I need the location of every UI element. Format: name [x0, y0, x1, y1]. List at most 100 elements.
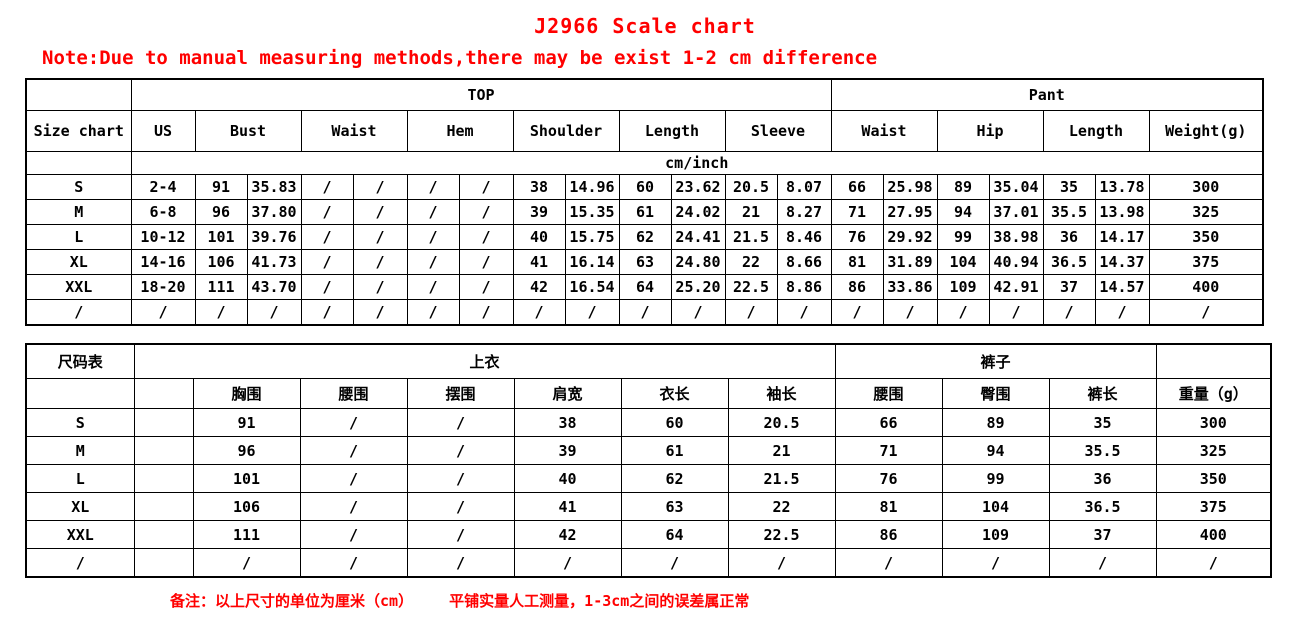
value-cell: 24.41 [670, 224, 726, 250]
value-cell: 37.01 [988, 199, 1044, 225]
corner-label: Size chart [25, 110, 132, 152]
value-cell: 24.02 [670, 199, 726, 225]
value-cell: 400 [1155, 520, 1272, 549]
group-header-row: TOP Pant [25, 78, 1264, 111]
value-cell: 18-20 [130, 274, 196, 300]
value-cell: / [300, 224, 354, 250]
value-cell: 42 [513, 520, 622, 549]
value-cell: 14.57 [1094, 274, 1150, 300]
value-cell: 35.83 [246, 174, 302, 200]
value-cell: 106 [194, 249, 248, 275]
value-cell: / [352, 224, 408, 250]
value-cell: 66 [830, 174, 884, 200]
col-waist: Waist [300, 110, 408, 152]
col-waist-cn: 腰围 [299, 378, 408, 409]
value-cell: / [458, 249, 514, 275]
value-cell: 91 [192, 408, 301, 437]
value-cell: 27.95 [882, 199, 938, 225]
value-cell: / [458, 224, 514, 250]
value-cell: 14-16 [130, 249, 196, 275]
value-cell: 63 [620, 492, 729, 521]
table-row: S 2-4 91 35.83// //38 14.96 60 23.62 20.5 8.07 66 2… [25, 174, 1264, 200]
value-cell: / [618, 299, 672, 326]
value-cell: 35 [1042, 174, 1096, 200]
value-cell: / [406, 548, 515, 578]
value-cell: / [834, 548, 943, 578]
col-shoulder-cn: 肩宽 [513, 378, 622, 409]
value-cell: 71 [834, 436, 943, 465]
value-cell: 300 [1155, 408, 1272, 437]
value-cell: 325 [1155, 436, 1272, 465]
value-cell: 37 [1048, 520, 1157, 549]
table-row: L 101//40 62 21.5 76 99 36 350 [25, 464, 1272, 493]
column-header-row: 胸围 腰围 摆围 肩宽 衣长 袖长 腰围 臀围 裤长 重量（g） [25, 378, 1272, 409]
value-cell: / [724, 299, 778, 326]
value-cell: / [300, 299, 354, 326]
value-cell: 109 [936, 274, 990, 300]
value-cell: 20.5 [724, 174, 778, 200]
value-cell: 16.14 [564, 249, 620, 275]
size-cell: M [25, 199, 132, 225]
value-cell: 99 [941, 464, 1050, 493]
value-cell: 31.89 [882, 249, 938, 275]
value-cell: 81 [834, 492, 943, 521]
size-cell: / [25, 548, 135, 578]
value-cell: 61 [620, 436, 729, 465]
value-cell: 8.46 [776, 224, 832, 250]
unit-label: cm/inch [130, 151, 1264, 175]
size-table-chinese: 尺码表 上衣 裤子 胸围 腰围 摆围 肩宽 衣长 袖长 腰围 臀围 裤长 重量（… [25, 343, 1272, 578]
value-cell: / [406, 408, 515, 437]
value-cell: / [352, 274, 408, 300]
value-cell: 21.5 [724, 224, 778, 250]
value-cell: / [830, 299, 884, 326]
value-cell: / [352, 199, 408, 225]
col-weight-cn: 重量（g） [1155, 378, 1272, 409]
value-cell: / [352, 299, 408, 326]
value-cell: 43.70 [246, 274, 302, 300]
value-cell: 41.73 [246, 249, 302, 275]
value-cell: 62 [618, 224, 672, 250]
value-cell: 350 [1148, 224, 1264, 250]
value-cell: 2-4 [130, 174, 196, 200]
col-sleeve: Sleeve [724, 110, 832, 152]
value-cell: 22 [724, 249, 778, 275]
value-cell: 71 [830, 199, 884, 225]
value-cell: 21 [724, 199, 778, 225]
value-cell: 25.20 [670, 274, 726, 300]
value-cell: 64 [618, 274, 672, 300]
value-cell: / [564, 299, 620, 326]
value-cell: 22 [727, 492, 836, 521]
size-cell: S [25, 408, 135, 437]
value-cell: 16.54 [564, 274, 620, 300]
col-hem-cn: 摆围 [406, 378, 515, 409]
value-cell: 36 [1048, 464, 1157, 493]
value-cell: 21.5 [727, 464, 836, 493]
col-hip: Hip [936, 110, 1044, 152]
value-cell: 111 [194, 274, 248, 300]
empty-corner-cell [25, 78, 132, 111]
value-cell: 22.5 [724, 274, 778, 300]
value-cell: / [458, 174, 514, 200]
value-cell: 96 [194, 199, 248, 225]
value-cell: 400 [1148, 274, 1264, 300]
value-cell: 8.86 [776, 274, 832, 300]
value-cell: 14.37 [1094, 249, 1150, 275]
value-cell: / [300, 199, 354, 225]
value-cell: / [458, 274, 514, 300]
value-cell: / [352, 174, 408, 200]
value-cell: 29.92 [882, 224, 938, 250]
value-cell: 62 [620, 464, 729, 493]
value-cell: 36 [1042, 224, 1096, 250]
value-cell: 40.94 [988, 249, 1044, 275]
size-cell: L [25, 464, 135, 493]
col-weight: Weight(g) [1148, 110, 1264, 152]
bottom-note: 备注：以上尺寸的单位为厘米（cm） 平铺实量人工测量，1-3cm之间的误差属正常 [170, 592, 750, 610]
value-cell: 76 [830, 224, 884, 250]
value-cell: 8.07 [776, 174, 832, 200]
value-cell [133, 408, 194, 437]
value-cell: / [513, 548, 622, 578]
empty-cell [25, 151, 132, 175]
table-row: S 91//38 60 20.5 66 89 35 300 [25, 408, 1272, 437]
value-cell: / [406, 249, 460, 275]
value-cell: 23.62 [670, 174, 726, 200]
